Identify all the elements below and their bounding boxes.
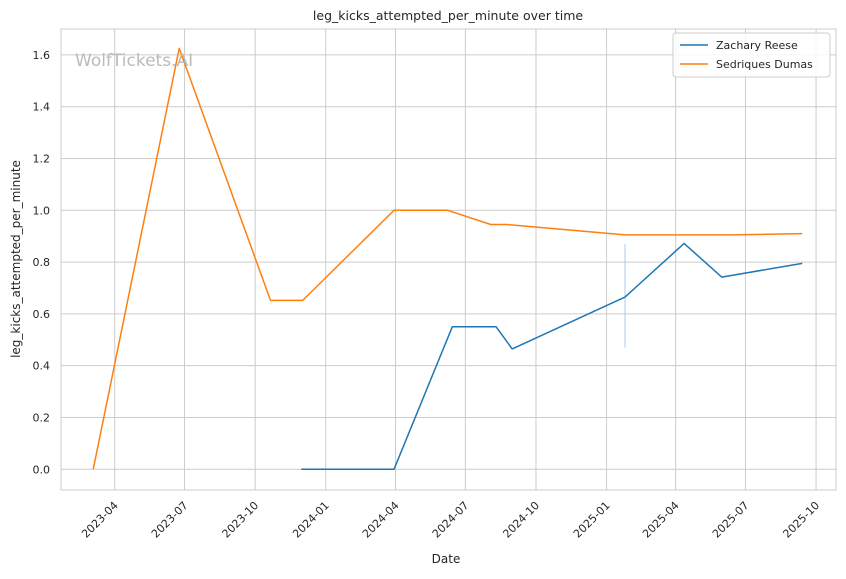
legend-box — [672, 32, 831, 78]
y-tick-label: 1.6 — [33, 49, 51, 62]
series-layer — [92, 47, 803, 471]
y-tick-label: 0.8 — [33, 256, 51, 269]
y-tick-label: 0.4 — [33, 360, 51, 373]
grid — [61, 29, 836, 490]
legend-label-zachary-reese: Zachary Reese — [716, 39, 798, 52]
series-line-sedriques-dumas — [92, 47, 803, 470]
y-tick-label: 1.0 — [33, 204, 51, 217]
plot-frame — [60, 28, 837, 491]
plot-area — [61, 29, 836, 490]
y-axis-label: leg_kicks_attempted_per_minute — [9, 160, 23, 358]
y-tick-label: 0.2 — [33, 411, 51, 424]
y-tick-label: 1.2 — [33, 152, 51, 165]
y-tick-labels: 0.0 0.2 0.4 0.6 0.8 1.0 1.2 1.4 1.6 — [33, 49, 51, 476]
y-tick-label: 1.4 — [33, 101, 51, 114]
chart-title: leg_kicks_attempted_per_minute over time — [313, 8, 583, 23]
watermark: WolfTickets.AI — [75, 51, 193, 71]
legend: Zachary Reese Sedriques Dumas — [672, 32, 831, 78]
legend-label-sedriques-dumas: Sedriques Dumas — [716, 58, 813, 71]
x-axis-label: Date — [432, 552, 461, 566]
series-line-zachary-reese — [301, 242, 803, 471]
y-tick-label: 0.6 — [33, 308, 51, 321]
y-tick-label: 0.0 — [33, 463, 51, 476]
